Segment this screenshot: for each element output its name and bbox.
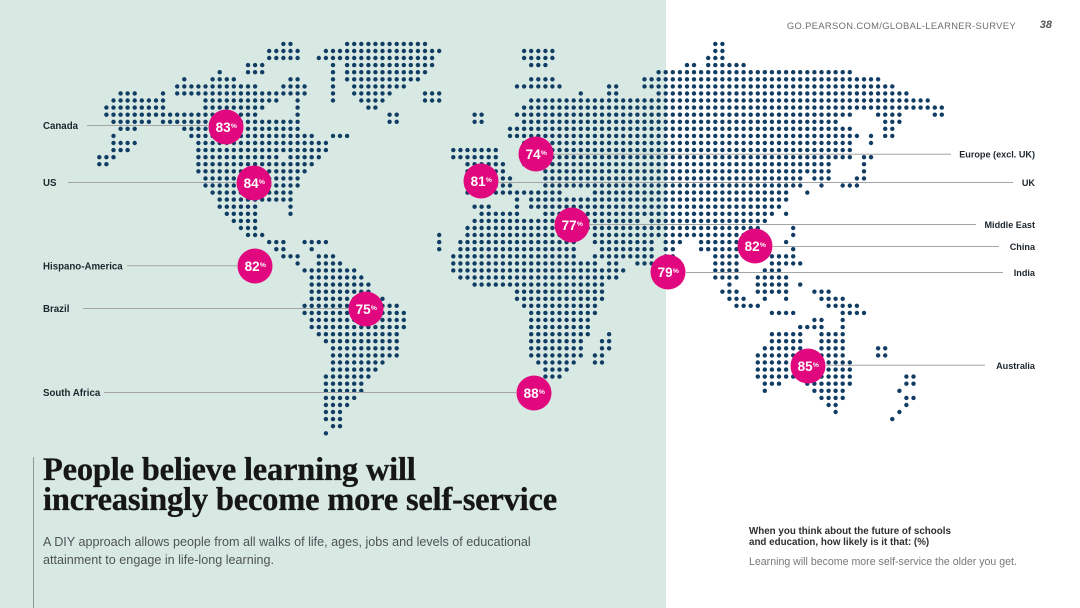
svg-text:%: % (760, 242, 766, 249)
svg-text:81: 81 (471, 174, 487, 189)
svg-text:Australia: Australia (996, 361, 1036, 371)
svg-text:Hispano-America: Hispano-America (43, 261, 123, 272)
svg-text:%: % (260, 262, 266, 269)
svg-text:%: % (813, 362, 819, 369)
svg-text:Canada: Canada (43, 121, 79, 132)
svg-text:US: US (43, 178, 57, 189)
svg-text:China: China (1010, 242, 1036, 252)
svg-text:South Africa: South Africa (43, 388, 101, 399)
svg-text:Europe (excl. UK): Europe (excl. UK) (959, 150, 1035, 160)
svg-text:%: % (231, 123, 237, 130)
svg-text:UK: UK (1022, 178, 1036, 188)
svg-text:82: 82 (745, 239, 760, 254)
svg-text:82: 82 (245, 259, 260, 274)
svg-text:79: 79 (658, 265, 673, 280)
svg-text:%: % (259, 179, 265, 186)
svg-text:83: 83 (216, 120, 232, 135)
svg-text:%: % (577, 221, 583, 228)
svg-text:84: 84 (244, 176, 260, 191)
svg-text:Middle East: Middle East (984, 220, 1035, 230)
svg-text:74: 74 (526, 147, 542, 162)
svg-text:%: % (371, 305, 377, 312)
svg-text:%: % (673, 268, 679, 275)
svg-text:75: 75 (356, 302, 372, 317)
svg-text:%: % (486, 177, 492, 184)
svg-text:%: % (539, 389, 545, 396)
svg-text:88: 88 (524, 386, 540, 401)
svg-text:85: 85 (798, 359, 814, 374)
svg-text:77: 77 (562, 218, 577, 233)
svg-text:India: India (1014, 268, 1036, 278)
svg-text:Brazil: Brazil (43, 304, 69, 315)
svg-text:%: % (541, 150, 547, 157)
